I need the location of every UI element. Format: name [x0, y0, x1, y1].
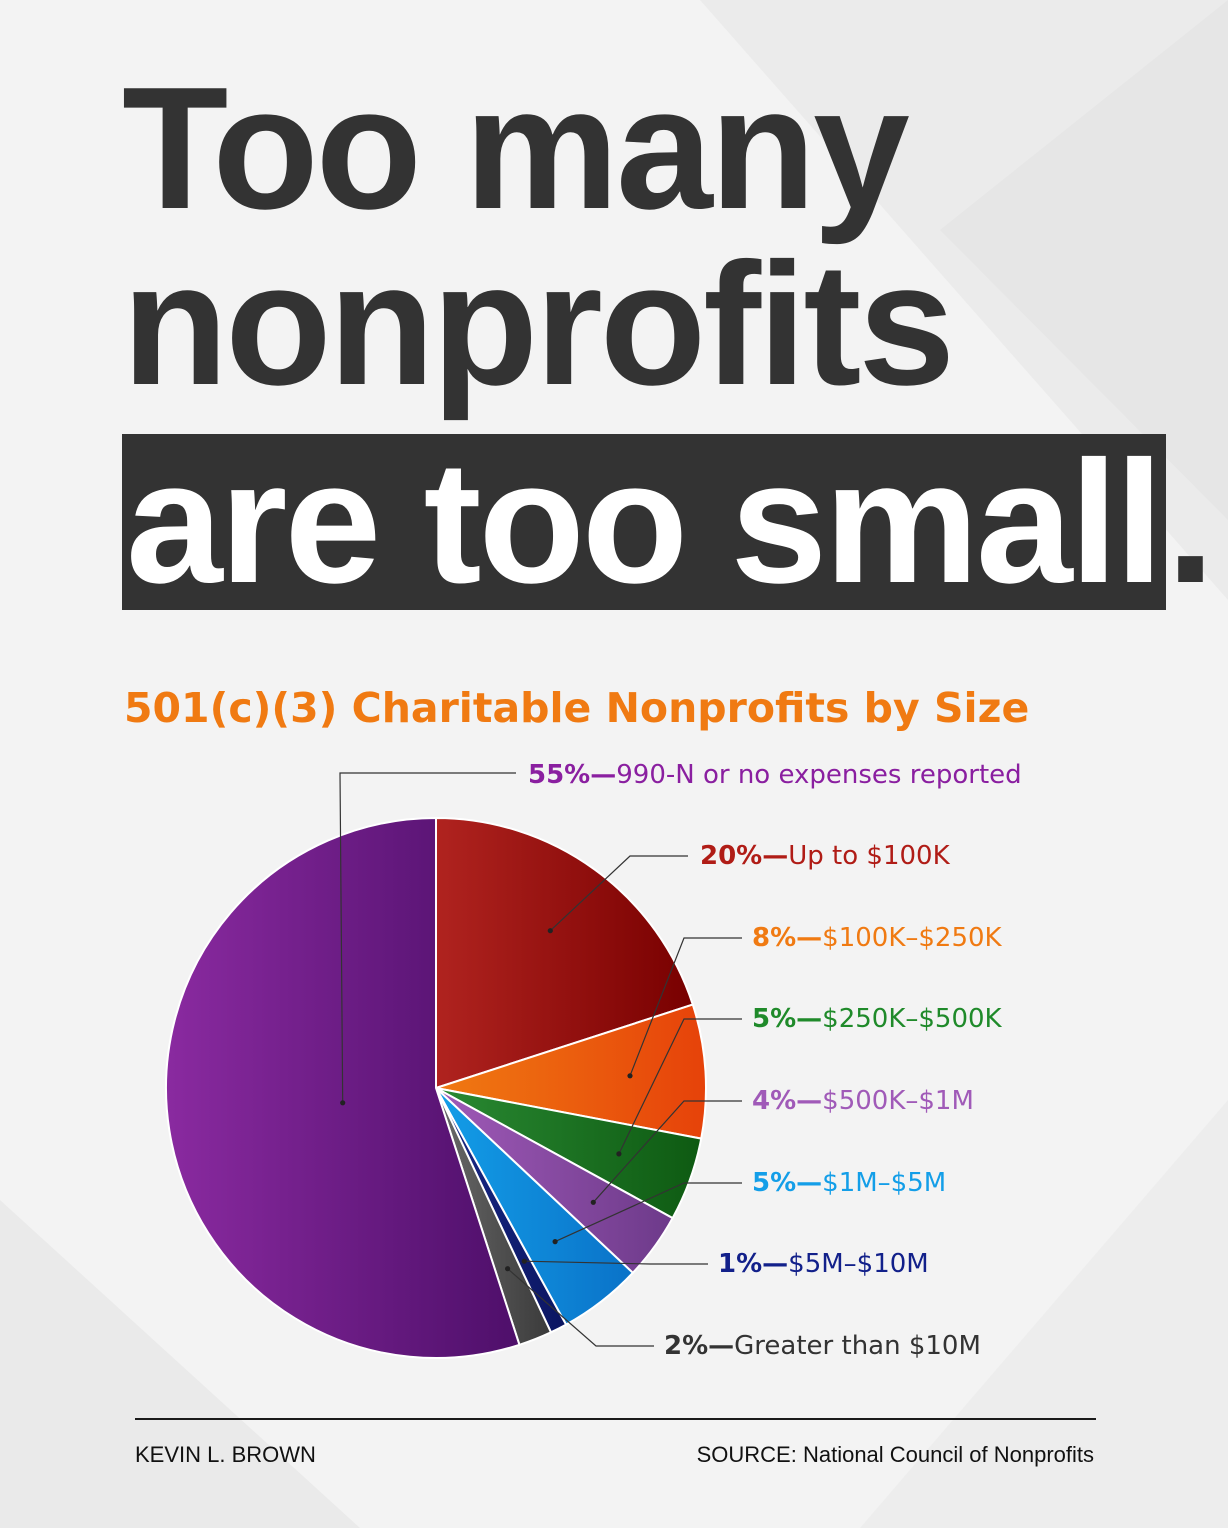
label-1m-5m: 5%—$1M–$5M [752, 1168, 946, 1198]
label-up-to-100k-desc: Up to $100K [788, 841, 950, 871]
headline-line-2: nonprofits [122, 226, 955, 421]
label-100k-250k-dash: — [796, 923, 823, 953]
leader-line-7 [507, 1268, 654, 1347]
label-990n-pct: 55% [528, 760, 591, 790]
headline-period: . [1166, 424, 1214, 619]
leader-line-6 [524, 1260, 708, 1265]
label-5m-10m-desc: $5M–$10M [788, 1249, 929, 1279]
label-5m-10m: 1%—$5M–$10M [718, 1249, 929, 1279]
headline-line-1: Too many [122, 50, 910, 245]
headline-highlight-row: are too small. [122, 424, 1215, 619]
pie-slice-2 [435, 1003, 707, 1140]
label-1m-5m-pct: 5% [752, 1168, 797, 1198]
leader-line-8 [339, 772, 516, 1103]
label-up-to-100k-pct: 20% [700, 841, 763, 871]
label-over-10m-desc: Greater than $10M [734, 1331, 981, 1361]
label-5m-10m-pct: 1% [718, 1249, 763, 1279]
label-250k-500k: 5%—$250K–$500K [752, 1004, 1002, 1034]
footer-source: SOURCE: National Council of Nonprofits [696, 1442, 1094, 1467]
label-over-10m-dash: — [708, 1331, 735, 1361]
leader-dot-2 [627, 1073, 633, 1079]
label-5m-10m-dash: — [762, 1249, 789, 1279]
footer-divider [135, 1418, 1096, 1420]
label-100k-250k-desc: $100K–$250K [822, 923, 1002, 953]
headline-highlight: are too small [122, 434, 1167, 610]
label-1m-5m-desc: $1M–$5M [822, 1168, 947, 1198]
footer-author: KEVIN L. BROWN [135, 1442, 316, 1467]
label-990n: 55%—990-N or no expenses reported [528, 760, 1022, 790]
label-250k-500k-desc: $250K–$500K [822, 1004, 1002, 1034]
leader-line-3 [618, 1018, 742, 1155]
label-990n-dash: — [590, 760, 617, 790]
leader-line-4 [592, 1100, 742, 1203]
leader-dot-1 [547, 928, 553, 934]
label-over-10m: 2%—Greater than $10M [664, 1331, 981, 1361]
leader-dot-8 [340, 1100, 346, 1106]
chart-title: 501(c)(3) Charitable Nonprofits by Size [124, 684, 1030, 732]
label-500k-1m-dash: — [796, 1086, 823, 1116]
leader-line-1 [549, 855, 688, 932]
label-100k-250k-pct: 8% [752, 923, 797, 953]
label-500k-1m-pct: 4% [752, 1086, 797, 1116]
label-1m-5m-dash: — [796, 1168, 823, 1198]
label-990n-desc: 990-N or no expenses reported [616, 760, 1022, 790]
label-up-to-100k: 20%—Up to $100K [700, 841, 950, 871]
headline: Too many nonprofits [122, 50, 955, 421]
leader-dot-4 [590, 1199, 596, 1205]
leader-dot-3 [616, 1151, 622, 1157]
pie-slice-1 [435, 816, 695, 1090]
label-up-to-100k-dash: — [762, 841, 789, 871]
leader-line-5 [554, 1182, 742, 1243]
label-500k-1m-desc: $500K–$1M [822, 1086, 974, 1116]
leader-dot-7 [505, 1266, 511, 1272]
label-500k-1m: 4%—$500K–$1M [752, 1086, 974, 1116]
label-250k-500k-pct: 5% [752, 1004, 797, 1034]
label-250k-500k-dash: — [796, 1004, 823, 1034]
leader-line-2 [629, 937, 742, 1077]
label-over-10m-pct: 2% [664, 1331, 709, 1361]
leader-dot-5 [552, 1239, 558, 1245]
leader-dot-6 [521, 1258, 527, 1264]
label-100k-250k: 8%—$100K–$250K [752, 923, 1002, 953]
